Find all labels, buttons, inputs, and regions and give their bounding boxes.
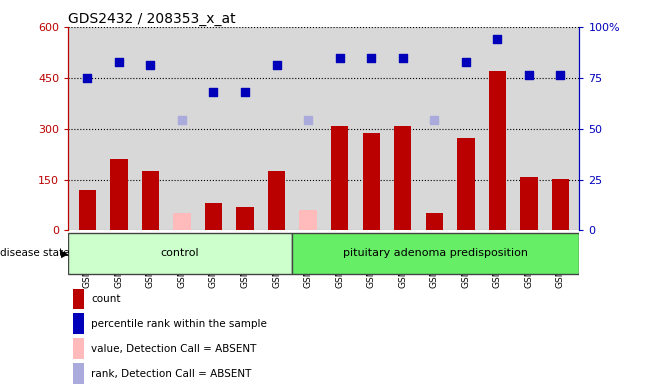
Bar: [73, 338, 85, 359]
Point: [461, 59, 471, 65]
Bar: [79, 190, 96, 230]
Text: disease state: disease state: [0, 248, 70, 258]
Text: count: count: [91, 294, 120, 304]
Bar: [520, 177, 538, 230]
Bar: [268, 171, 285, 230]
Bar: [142, 171, 159, 230]
Point: [555, 72, 566, 78]
Bar: [489, 71, 506, 230]
Text: rank, Detection Call = ABSENT: rank, Detection Call = ABSENT: [91, 369, 251, 379]
Bar: [205, 203, 222, 230]
Bar: [457, 138, 475, 230]
Bar: [331, 126, 348, 230]
Point: [208, 89, 219, 95]
Point: [429, 117, 439, 123]
Text: value, Detection Call = ABSENT: value, Detection Call = ABSENT: [91, 344, 256, 354]
Text: percentile rank within the sample: percentile rank within the sample: [91, 319, 267, 329]
Bar: [73, 289, 85, 310]
Bar: [173, 214, 191, 230]
Point: [240, 89, 250, 95]
Bar: [236, 207, 254, 230]
Bar: [394, 126, 411, 230]
Point: [271, 62, 282, 68]
Point: [145, 62, 156, 68]
Bar: [426, 214, 443, 230]
Point: [176, 117, 187, 123]
Bar: [73, 363, 85, 384]
Text: GDS2432 / 208353_x_at: GDS2432 / 208353_x_at: [68, 12, 236, 26]
Point: [114, 59, 124, 65]
Point: [303, 117, 313, 123]
Bar: [110, 159, 128, 230]
Bar: [299, 210, 317, 230]
Text: ▶: ▶: [61, 248, 68, 258]
Bar: [68, 233, 292, 274]
Point: [523, 72, 534, 78]
Point: [366, 55, 376, 61]
Bar: [552, 179, 569, 230]
Text: control: control: [161, 248, 199, 258]
Text: pituitary adenoma predisposition: pituitary adenoma predisposition: [343, 248, 528, 258]
Point: [82, 75, 92, 81]
Point: [398, 55, 408, 61]
Bar: [292, 233, 579, 274]
Point: [492, 36, 503, 42]
Bar: [73, 313, 85, 334]
Point: [335, 55, 345, 61]
Bar: [363, 133, 380, 230]
